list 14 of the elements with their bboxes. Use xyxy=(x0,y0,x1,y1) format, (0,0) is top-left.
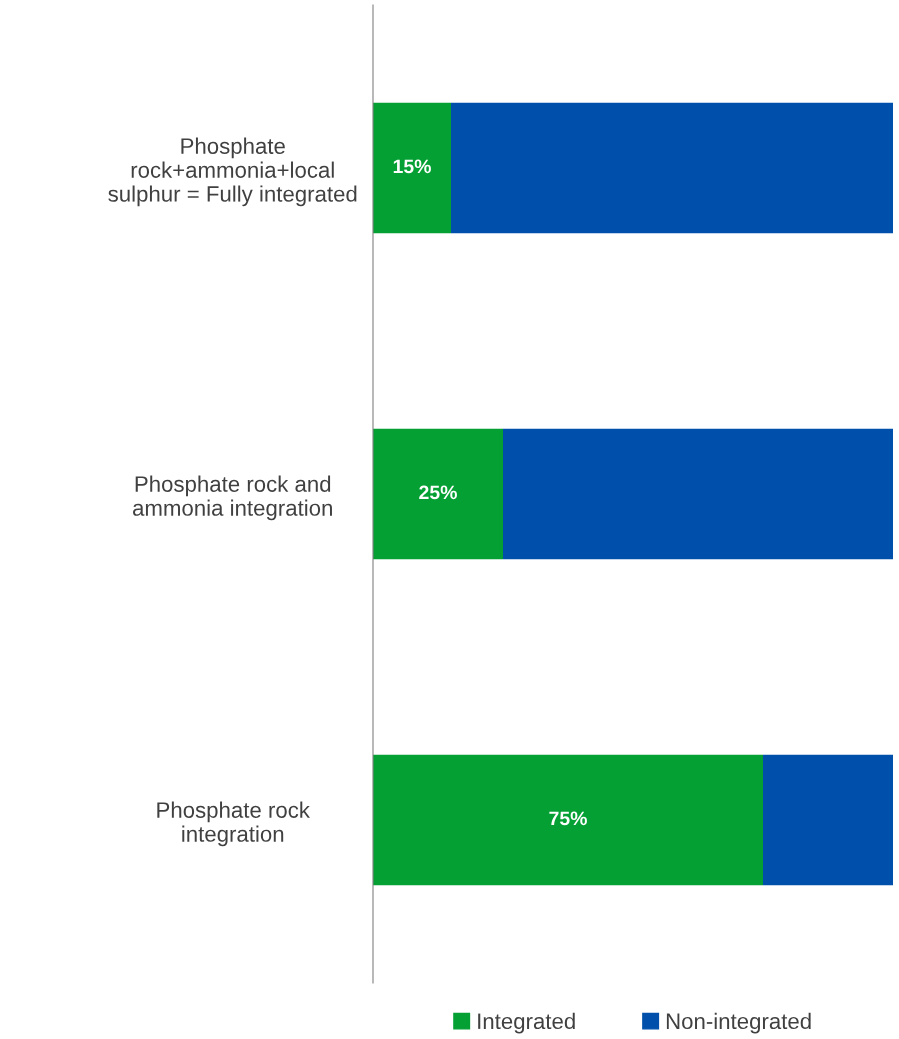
bar xyxy=(503,428,893,560)
y-tick-label: Phosphate rock+ammonia+local sulphur = Fully integrated xyxy=(108,137,357,207)
data-label: 25% xyxy=(419,485,457,500)
data-label: 15% xyxy=(393,159,431,174)
bar xyxy=(763,754,893,886)
bar xyxy=(373,102,451,234)
bar xyxy=(373,428,503,560)
bar xyxy=(373,754,763,886)
bar xyxy=(451,102,893,234)
y-tick-label: Phosphate rock integration xyxy=(157,801,310,847)
legend-label: Integrated xyxy=(478,1012,575,1034)
y-tick-label: Phosphate rock and ammonia integration xyxy=(133,475,332,521)
data-label: 75% xyxy=(549,811,587,826)
legend-label: Non-integrated xyxy=(666,1012,811,1034)
